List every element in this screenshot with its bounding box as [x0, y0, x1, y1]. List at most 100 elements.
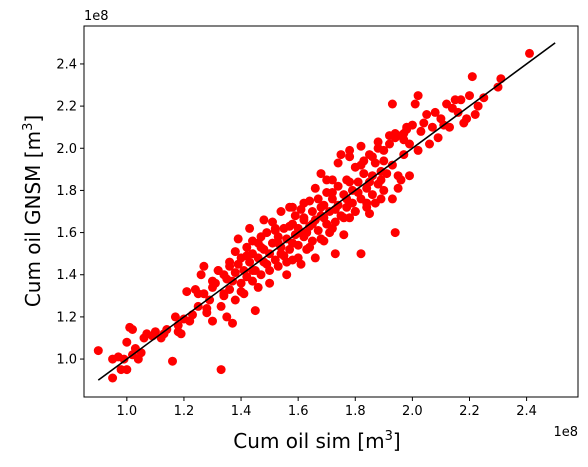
- data-point: [322, 175, 332, 185]
- data-point: [339, 213, 349, 223]
- data-point: [273, 261, 283, 271]
- data-point: [413, 91, 423, 101]
- data-point: [230, 247, 240, 257]
- data-point: [365, 177, 374, 187]
- data-point: [182, 287, 192, 297]
- plot-area: [83, 25, 579, 398]
- y-axis-ticks: 1.0 1.2 1.4 1.6 1.8 2.0 2.2 2.4: [56, 57, 84, 368]
- data-point: [416, 126, 426, 136]
- data-point: [202, 304, 212, 313]
- data-point: [387, 99, 397, 109]
- data-point: [342, 194, 352, 204]
- data-point: [422, 110, 432, 119]
- data-point: [313, 226, 323, 235]
- data-point: [393, 183, 403, 193]
- data-point: [410, 99, 420, 109]
- data-point: [387, 160, 397, 170]
- data-point: [353, 177, 363, 187]
- data-point: [353, 188, 363, 197]
- data-point: [248, 236, 257, 246]
- data-point: [453, 107, 463, 117]
- x-tick-label: 2.2: [459, 404, 480, 419]
- data-point: [345, 177, 355, 187]
- data-point: [496, 74, 506, 84]
- y-tick-label: 2.2: [56, 100, 77, 115]
- data-point: [136, 348, 146, 358]
- x-axis-label-superscript: 3: [385, 429, 393, 444]
- data-point: [362, 198, 372, 208]
- data-point: [365, 209, 374, 219]
- x-tick-label: 2.4: [516, 404, 537, 419]
- data-point: [290, 211, 300, 221]
- data-point: [216, 301, 226, 311]
- data-point: [205, 295, 215, 305]
- data-point: [248, 266, 257, 275]
- data-point: [305, 242, 315, 252]
- data-point: [256, 270, 266, 280]
- x-axis-ticks: 1.0 1.2 1.4 1.6 1.8 2.0 2.2 2.4: [116, 397, 537, 419]
- data-point: [168, 356, 177, 366]
- data-point: [285, 221, 295, 231]
- data-point: [310, 183, 320, 193]
- data-point: [248, 276, 257, 286]
- data-point: [128, 325, 137, 334]
- x-tick-label: 2.0: [402, 404, 423, 419]
- data-point: [199, 261, 209, 271]
- data-point: [250, 306, 260, 316]
- data-point: [470, 110, 480, 119]
- x-tick-label: 1.2: [174, 404, 195, 419]
- data-point: [282, 270, 292, 280]
- data-point: [425, 139, 434, 149]
- data-point: [122, 337, 132, 347]
- data-point: [356, 160, 366, 170]
- data-point: [345, 145, 355, 155]
- data-point: [228, 318, 237, 328]
- data-point: [245, 223, 255, 233]
- data-point: [339, 230, 349, 240]
- axes-frame: [83, 25, 579, 398]
- data-point: [367, 190, 377, 200]
- data-point: [242, 251, 252, 261]
- reference-line: [97, 42, 556, 381]
- y-tick-label: 2.0: [56, 142, 77, 157]
- data-point: [253, 282, 263, 292]
- data-point: [173, 327, 183, 337]
- data-point: [119, 354, 129, 364]
- y-axis-label-superscript: 3: [21, 123, 36, 131]
- data-point: [330, 204, 340, 214]
- y-axis-label-end: ]: [21, 115, 45, 123]
- data-point: [188, 310, 197, 320]
- data-point: [262, 228, 272, 238]
- data-point: [276, 249, 286, 259]
- data-point: [230, 295, 240, 305]
- data-point: [316, 169, 326, 179]
- data-point: [356, 141, 366, 151]
- data-point: [313, 194, 323, 204]
- data-point: [270, 223, 280, 233]
- data-point: [265, 278, 275, 288]
- y-tick-label: 2.4: [56, 57, 77, 72]
- data-point: [93, 346, 103, 356]
- x-tick-label: 1.4: [231, 404, 252, 419]
- data-point: [413, 145, 423, 155]
- data-point: [307, 207, 317, 216]
- data-point: [242, 242, 252, 252]
- data-point: [405, 139, 414, 149]
- data-point: [319, 213, 329, 223]
- data-point: [225, 257, 235, 267]
- data-point: [419, 118, 429, 128]
- data-point: [293, 253, 303, 263]
- data-point: [382, 169, 392, 179]
- x-axis-label-end: ]: [393, 429, 401, 453]
- y-tick-label: 1.2: [56, 310, 77, 325]
- data-point: [273, 238, 283, 248]
- data-point: [430, 107, 440, 117]
- y-axis-label: Cum oil GNSM [m3]: [21, 115, 45, 307]
- data-point: [465, 91, 474, 101]
- data-point: [385, 139, 394, 149]
- y-tick-label: 1.4: [56, 268, 77, 283]
- data-point: [196, 270, 206, 280]
- data-point: [236, 278, 246, 288]
- data-point: [259, 215, 269, 225]
